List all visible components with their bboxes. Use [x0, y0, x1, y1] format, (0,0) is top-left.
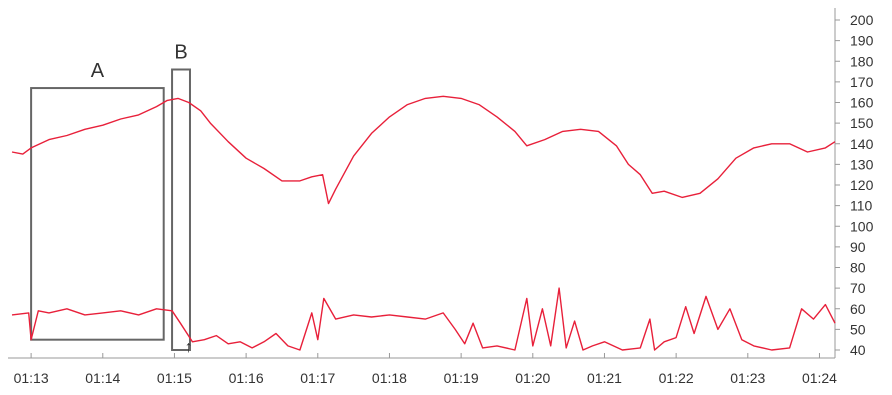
series-line: [11, 95, 836, 205]
annotation-label: B: [174, 42, 187, 64]
x-tick-label: 01:24: [802, 370, 837, 386]
y-tick-label: 90: [850, 239, 866, 255]
x-tick-label: 01:23: [730, 370, 765, 386]
y-tick-label: 50: [850, 321, 866, 337]
y-tick-label: 40: [850, 342, 866, 358]
axes: 40 50 60 70 80 90 100 110 120 130 140 150 160 170 180 1…: [8, 8, 874, 386]
y-tick-label: 110: [850, 198, 873, 214]
x-tick-label: 01:16: [229, 370, 264, 386]
x-tick-label: 01:19: [444, 370, 479, 386]
y-tick-label: 100: [850, 218, 874, 234]
x-tick-label: 01:14: [85, 370, 120, 386]
y-tick-label: 170: [850, 74, 874, 90]
x-tick-label: 01:13: [14, 370, 49, 386]
y-tick-label: 150: [850, 115, 874, 131]
y-tick-label: 200: [850, 12, 874, 28]
y-tick-label: 70: [850, 280, 866, 296]
y-tick-label: 140: [850, 136, 874, 152]
annotation-label: A: [91, 60, 105, 82]
annotation-box: [30, 87, 165, 341]
y-tick-label: 190: [850, 33, 874, 49]
annotations: A B ↑: [30, 42, 193, 356]
x-tick-label: 01:20: [515, 370, 550, 386]
x-tick-label: 01:22: [659, 370, 694, 386]
y-tick-label: 120: [850, 177, 874, 193]
x-tick-label: 01:15: [157, 370, 192, 386]
x-tick-label: 01:21: [587, 370, 622, 386]
y-tick-label: 130: [850, 156, 874, 172]
x-tick-label: 01:18: [372, 370, 407, 386]
annotation-marker: ↑: [185, 339, 193, 356]
series-lines: [11, 95, 836, 351]
series-line: [11, 287, 836, 351]
y-tick-label: 60: [850, 301, 866, 317]
x-tick-label: 01:17: [300, 370, 335, 386]
y-tick-label: 160: [850, 95, 874, 111]
y-tick-label: 180: [850, 53, 874, 69]
y-tick-label: 80: [850, 260, 866, 276]
annotation-box: [171, 68, 191, 351]
